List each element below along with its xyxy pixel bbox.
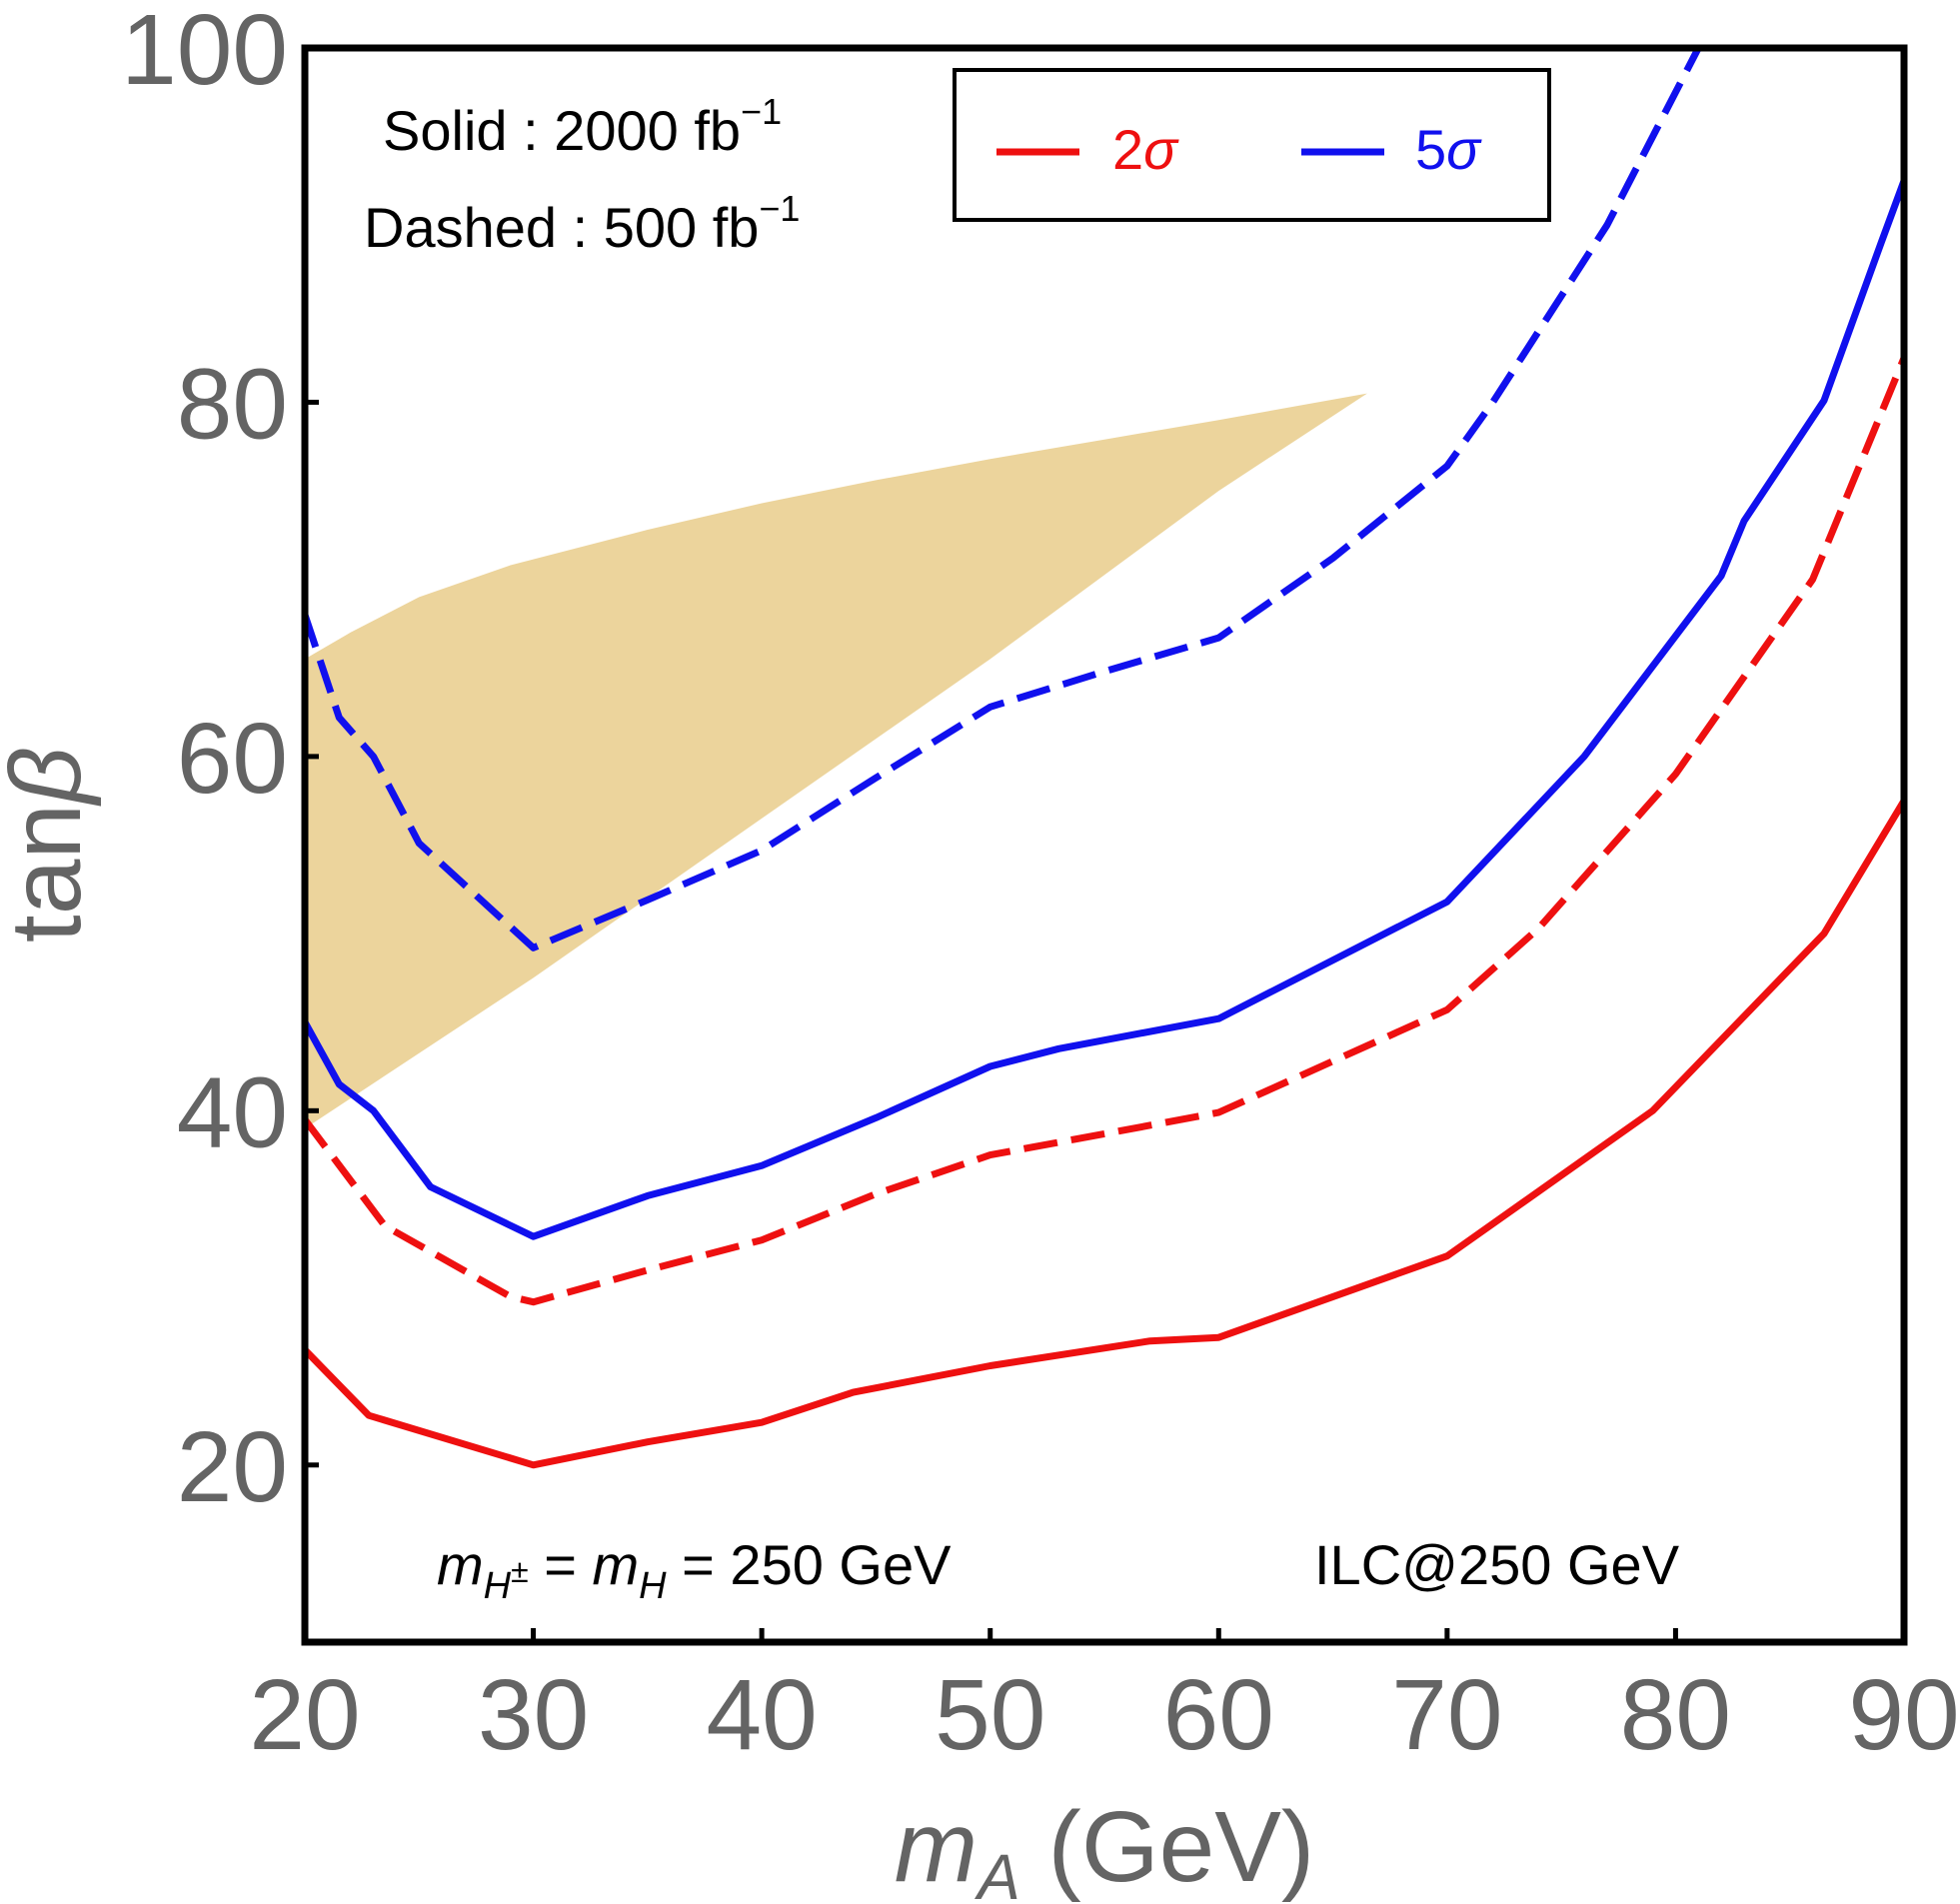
y-tick-label-100: 100 — [121, 0, 288, 106]
x-tick-label-90: 90 — [1848, 1659, 1959, 1771]
series-group — [305, 48, 1904, 1469]
annotation-dashed: Dashed : 500 fb−1 — [364, 188, 800, 259]
y-tick-label-40: 40 — [177, 1056, 288, 1168]
y-tick-label-20: 20 — [177, 1411, 288, 1523]
legend: 2σ 5σ — [953, 68, 1551, 222]
x-tick-label-50: 50 — [935, 1659, 1045, 1771]
ticks: 20 30 40 50 60 70 80 90 20 40 60 80 100 — [121, 0, 1959, 1771]
x-tick-label-60: 60 — [1163, 1659, 1274, 1771]
x-tick-label-40: 40 — [707, 1659, 818, 1771]
x-tick-label-80: 80 — [1620, 1659, 1731, 1771]
shaded-region — [305, 393, 1367, 1129]
series-line-3 — [305, 48, 1702, 952]
annotation-masses: mH± = mH = 250 GeV — [437, 1533, 952, 1607]
series-line-1 — [305, 356, 1904, 1306]
x-tick-label-20: 20 — [249, 1659, 360, 1771]
legend-label-2sigma: 2σ — [1112, 118, 1179, 181]
plot-frame — [301, 44, 1908, 1646]
x-tick-label-30: 30 — [478, 1659, 589, 1771]
y-axis-label: tanβ — [0, 747, 102, 943]
x-axis-label: mA (GeV) — [895, 1791, 1314, 1904]
y-tick-label-60: 60 — [177, 703, 288, 815]
x-tick-label-70: 70 — [1391, 1659, 1502, 1771]
legend-label-5sigma: 5σ — [1415, 118, 1482, 181]
annotation-solid: Solid : 2000 fb−1 — [383, 91, 782, 162]
y-tick-label-80: 80 — [177, 348, 288, 460]
legend-box — [953, 68, 1551, 222]
annotation-collider: ILC@250 GeV — [1314, 1533, 1680, 1596]
series-line-0 — [305, 799, 1904, 1469]
series-line-2 — [305, 179, 1904, 1240]
